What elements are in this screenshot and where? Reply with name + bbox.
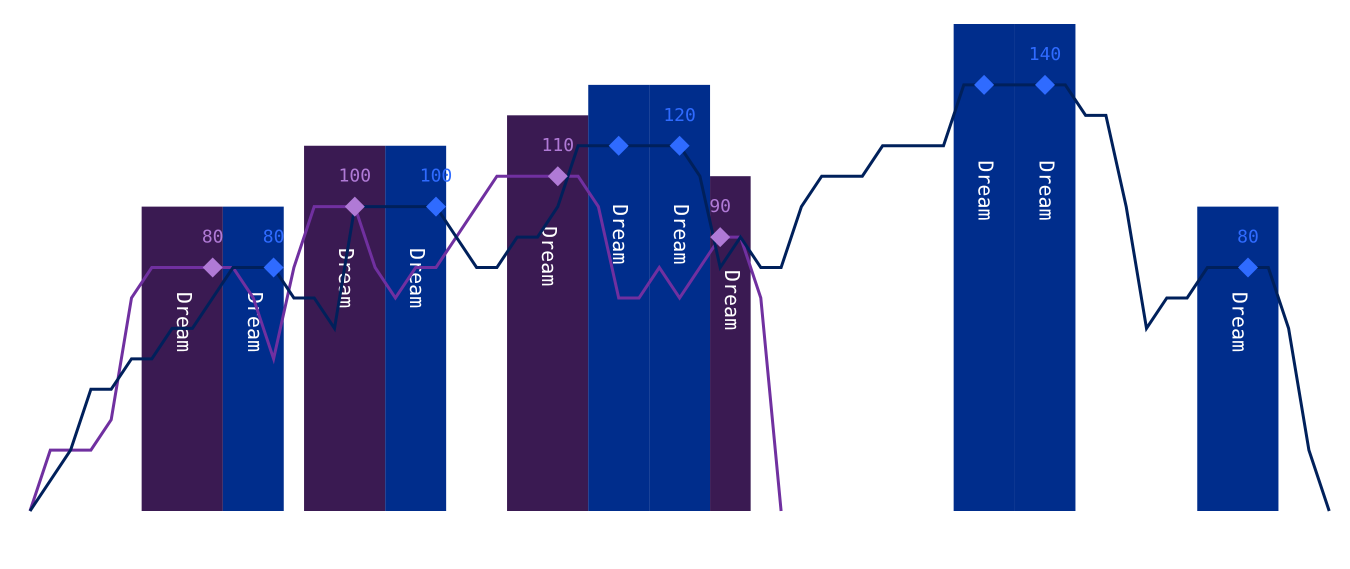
markers-layer: 80 100 110 90 80 100 120 140 80	[202, 44, 1259, 278]
line-series0	[28, 174, 783, 512]
value-label-series0-1: 100	[339, 166, 372, 187]
value-label-series1-3: 120	[663, 105, 696, 126]
marker-series0-1	[344, 196, 365, 217]
marker-series1-3	[669, 135, 690, 156]
bar-series0-1	[304, 145, 386, 511]
bar-series1-5	[1014, 24, 1076, 511]
marker-series1-2	[608, 135, 629, 156]
value-label-series1-1: 100	[420, 166, 453, 187]
marker-series1-6	[1238, 257, 1258, 278]
marker-series1-5	[1035, 74, 1055, 95]
bar-series0-0	[141, 206, 223, 511]
bar-label-series1-5: Dream	[1035, 160, 1059, 220]
value-label-series0-0: 80	[202, 227, 224, 248]
value-label-series0-3: 90	[709, 196, 731, 217]
marker-series1-4	[974, 74, 995, 95]
marker-series1-1	[426, 196, 446, 217]
marker-series0-3	[710, 227, 731, 248]
bar-series1-6	[1197, 206, 1279, 511]
bar-series0-2	[507, 115, 589, 511]
bar-label-series0-0: Dream	[172, 292, 196, 352]
bar-label-series1-6: Dream	[1227, 292, 1251, 352]
bar-label-series1-3: Dream	[669, 204, 693, 264]
marker-series1-0	[263, 257, 284, 278]
value-label-series0-2: 110	[542, 135, 575, 156]
bar-label-series0-3: Dream	[720, 270, 744, 330]
bars-layer: Dream Dream Dream Dream Dream Dream Dream Dream…	[141, 24, 1279, 511]
marker-series0-0	[202, 257, 223, 278]
bar-label-series1-2: Dream	[608, 204, 632, 264]
marker-series0-2	[547, 166, 568, 187]
value-label-series1-0: 80	[263, 227, 285, 248]
bar-label-series1-4: Dream	[974, 160, 998, 220]
value-label-series1-5: 140	[1029, 44, 1062, 65]
bar-series0-3	[710, 176, 751, 511]
bar-series1-4	[953, 24, 1015, 511]
value-label-series1-6: 80	[1237, 227, 1259, 248]
bar-label-series0-2: Dream	[537, 226, 561, 286]
bar-label-series1-0: Dream	[243, 292, 267, 352]
